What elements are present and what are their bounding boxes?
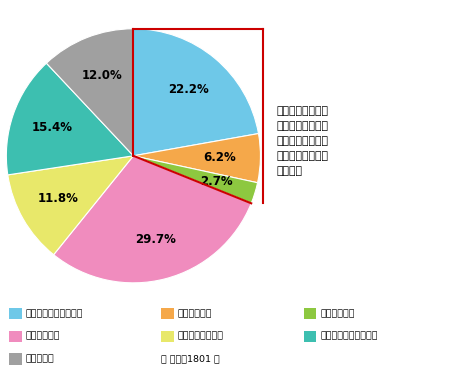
Text: 15.4%: 15.4%	[31, 121, 72, 134]
Text: 【 総数：1801 】: 【 総数：1801 】	[161, 355, 219, 364]
Text: 水害補償有無不明: 水害補償有無不明	[177, 332, 223, 341]
Wedge shape	[54, 156, 251, 283]
Text: 自宅建物もしくは
家財を対象とした
水災補償付の火災
保険や共済に加入
している: 自宅建物もしくは 家財を対象とした 水災補償付の火災 保険や共済に加入 している	[275, 106, 327, 176]
Text: 自宅建物だけ: 自宅建物だけ	[177, 309, 212, 318]
Text: 6.2%: 6.2%	[203, 151, 235, 164]
Text: 自宅建物・家財の両方: 自宅建物・家財の両方	[26, 309, 83, 318]
Text: 水害補償なし: 水害補償なし	[26, 332, 60, 341]
Text: 11.8%: 11.8%	[38, 192, 79, 205]
Text: 29.7%: 29.7%	[134, 233, 175, 246]
Text: 自宅家財だけ: 自宅家財だけ	[319, 309, 354, 318]
Wedge shape	[133, 29, 258, 156]
Text: わからない: わからない	[26, 355, 55, 364]
Wedge shape	[8, 156, 133, 255]
Wedge shape	[6, 63, 133, 175]
Text: 2.7%: 2.7%	[199, 175, 232, 188]
Wedge shape	[133, 133, 260, 183]
Wedge shape	[133, 156, 257, 203]
Text: 火災保険・共済未加入: 火災保険・共済未加入	[319, 332, 377, 341]
Text: 22.2%: 22.2%	[168, 83, 209, 96]
Text: 12.0%: 12.0%	[81, 69, 122, 82]
Wedge shape	[46, 29, 133, 156]
